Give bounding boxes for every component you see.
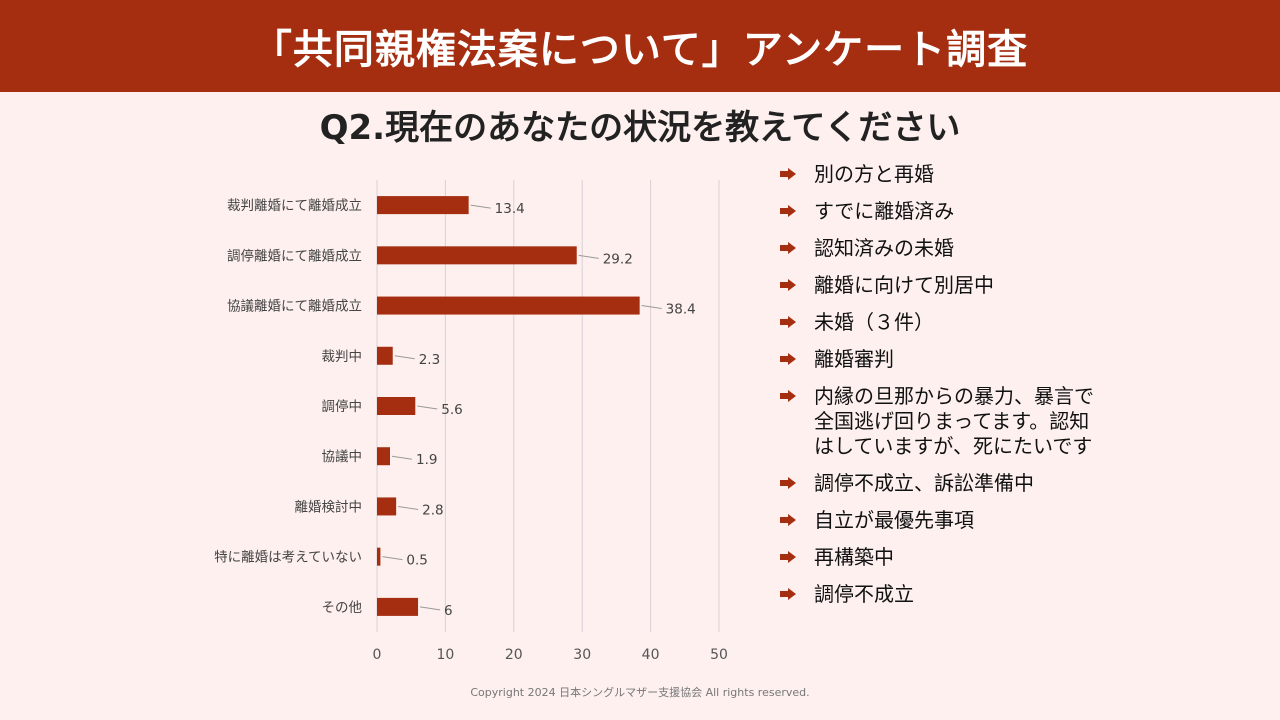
other-answer-item: 認知済みの未婚 — [776, 236, 1106, 261]
other-answer-text: 再構築中 — [814, 545, 894, 569]
copyright-notice: Copyright 2024 日本シングルマザー支援協会 All rights … — [470, 686, 810, 699]
data-label-leader — [417, 405, 438, 410]
bar — [377, 497, 397, 516]
data-label-leader — [382, 556, 403, 561]
category-label: その他 — [322, 600, 363, 616]
arrow-bullet-icon — [780, 551, 796, 563]
arrow-bullet-icon — [780, 205, 796, 217]
category-label: 裁判中 — [322, 349, 363, 365]
category-label: 離婚検討中 — [295, 499, 363, 515]
data-label: 0.5 — [406, 553, 427, 569]
data-label-leader — [578, 254, 599, 259]
x-tick-label: 50 — [710, 647, 728, 663]
question-heading: Q2.現在のあなたの状況を教えてください — [319, 108, 961, 148]
arrow-bullet-icon — [780, 168, 796, 180]
category-label: 調停中 — [322, 398, 363, 415]
data-label-leader — [398, 505, 419, 510]
x-tick-label: 40 — [642, 647, 660, 663]
other-answers-list: 別の方と再婚 すでに離婚済み 認知済みの未婚離婚に向けて別居中 未婚（３件） 離婚審判内… — [776, 162, 1106, 619]
bar — [377, 597, 419, 616]
bar — [377, 346, 393, 365]
other-answer-item: 別の方と再婚 — [776, 162, 1106, 187]
other-answer-text: 調停不成立 — [814, 582, 914, 606]
data-label-leader — [470, 204, 491, 209]
other-answer-text: 調停不成立、訴訟準備中 — [814, 471, 1034, 495]
arrow-bullet-icon — [780, 588, 796, 600]
other-answer-item: 自立が最優先事項 — [776, 508, 1106, 533]
arrow-bullet-icon — [780, 514, 796, 526]
data-label: 1.9 — [416, 452, 437, 468]
title-banner: 「共同親権法案について」アンケート調査 — [0, 0, 1280, 92]
data-label: 2.8 — [422, 502, 443, 518]
other-answer-item: 未婚（３件） — [776, 310, 1106, 335]
other-answer-item: 調停不成立 — [776, 582, 1106, 607]
other-answer-text: 内縁の旦那からの暴力、暴言で全国逃げ回りまってます。認知はしていますが、死にたい… — [814, 384, 1094, 458]
bar — [377, 397, 416, 415]
x-tick-label: 20 — [505, 647, 523, 663]
arrow-bullet-icon — [780, 279, 796, 291]
data-label: 6 — [444, 603, 453, 619]
other-answer-text: すでに離婚済み — [814, 199, 955, 223]
data-label: 2.3 — [419, 352, 440, 368]
bar — [377, 447, 390, 466]
other-answer-item: 調停不成立、訴訟準備中 — [776, 471, 1106, 496]
x-tick-label: 0 — [373, 647, 382, 663]
other-answer-item: 離婚審判 — [776, 347, 1106, 372]
data-label-leader — [641, 305, 662, 310]
arrow-bullet-icon — [780, 353, 796, 365]
category-label: 調停離婚にて離婚成立 — [227, 247, 362, 264]
other-answer-text: 自立が最優先事項 — [814, 508, 974, 532]
arrow-bullet-icon — [780, 242, 796, 254]
data-label-leader — [419, 606, 441, 611]
category-label: 協議中 — [322, 448, 363, 465]
bar-chart: 0 10 20 30 40 50 裁判離婚にて離婚成立 13.4 調停離婚にて離婚成立 29.2 協… — [214, 180, 728, 663]
bar — [377, 246, 577, 265]
other-answer-text: 離婚審判 — [814, 347, 894, 371]
other-answer-item: すでに離婚済み — [776, 199, 1106, 224]
data-label: 13.4 — [495, 201, 525, 217]
x-tick-label: 30 — [573, 647, 591, 663]
arrow-bullet-icon — [780, 316, 796, 328]
data-label: 29.2 — [603, 251, 633, 267]
other-answer-text: 離婚に向けて別居中 — [814, 273, 994, 297]
page-title: 「共同親権法案について」アンケート調査 — [251, 27, 1029, 73]
data-label-leader — [394, 355, 415, 360]
other-answer-item: 離婚に向けて別居中 — [776, 273, 1106, 298]
other-answer-text: 未婚（３件） — [814, 310, 934, 334]
category-label: 裁判離婚にて離婚成立 — [227, 198, 362, 214]
data-label: 38.4 — [666, 302, 696, 318]
bar — [377, 547, 381, 566]
other-answer-text: 別の方と再婚 — [814, 162, 934, 186]
x-tick-label: 10 — [436, 647, 454, 663]
category-label: 協議離婚にて離婚成立 — [227, 298, 362, 315]
arrow-bullet-icon — [780, 477, 796, 489]
bar — [377, 296, 640, 315]
other-answer-text: 認知済みの未婚 — [814, 236, 954, 260]
arrow-bullet-icon — [780, 390, 796, 402]
category-label: 特に離婚は考えていない — [214, 550, 362, 566]
other-answer-item: 再構築中 — [776, 545, 1106, 570]
data-label-leader — [391, 455, 413, 460]
bar — [377, 196, 469, 215]
data-label: 5.6 — [441, 402, 462, 418]
other-answer-item: 内縁の旦那からの暴力、暴言で全国逃げ回りまってます。認知はしていますが、死にたい… — [776, 384, 1106, 459]
